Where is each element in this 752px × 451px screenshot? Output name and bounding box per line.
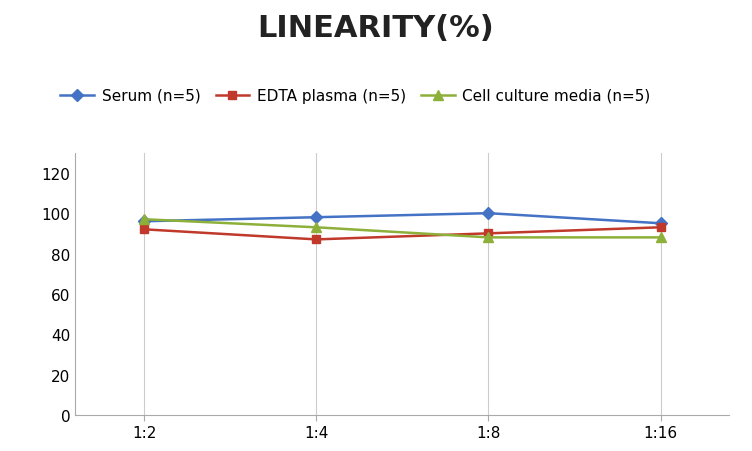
Serum (n=5) bbox=[312, 215, 321, 221]
Cell culture media (n=5) bbox=[484, 235, 493, 240]
Line: EDTA plasma (n=5): EDTA plasma (n=5) bbox=[140, 224, 665, 244]
EDTA plasma (n=5) bbox=[484, 231, 493, 236]
Serum (n=5) bbox=[484, 211, 493, 216]
Serum (n=5) bbox=[656, 221, 665, 226]
EDTA plasma (n=5) bbox=[312, 237, 321, 243]
Text: LINEARITY(%): LINEARITY(%) bbox=[258, 14, 494, 42]
Legend: Serum (n=5), EDTA plasma (n=5), Cell culture media (n=5): Serum (n=5), EDTA plasma (n=5), Cell cul… bbox=[60, 89, 650, 104]
Cell culture media (n=5) bbox=[312, 225, 321, 230]
Line: Cell culture media (n=5): Cell culture media (n=5) bbox=[139, 215, 666, 243]
Serum (n=5) bbox=[140, 219, 149, 225]
Cell culture media (n=5) bbox=[140, 217, 149, 222]
EDTA plasma (n=5) bbox=[140, 227, 149, 233]
Cell culture media (n=5) bbox=[656, 235, 665, 240]
Line: Serum (n=5): Serum (n=5) bbox=[140, 210, 665, 228]
EDTA plasma (n=5) bbox=[656, 225, 665, 230]
